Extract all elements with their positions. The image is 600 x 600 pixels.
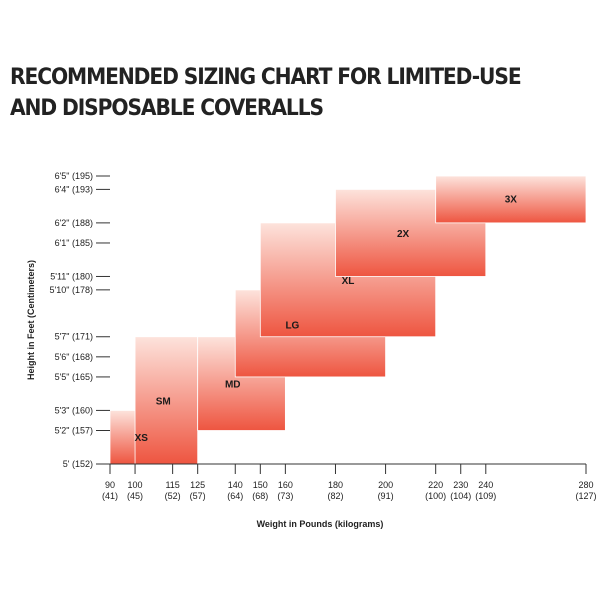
x-tick-sublabel: (91) [378, 491, 394, 501]
x-tick-label: 240 [478, 480, 493, 490]
y-tick-label: 6'1" (185) [55, 238, 93, 248]
title-line-2: AND DISPOSABLE COVERALLS [10, 96, 324, 121]
size-box-3x [435, 175, 587, 224]
size-label-xs: XS [135, 433, 149, 444]
y-axis-title: Height in Feet (Centimeters) [26, 260, 36, 380]
size-label-3x: 3X [505, 195, 518, 206]
y-tick-label: 5'2" (157) [55, 426, 93, 436]
x-tick-sublabel: (127) [575, 491, 596, 501]
x-tick-label: 280 [578, 480, 593, 490]
y-tick-label: 5'6" (168) [55, 352, 93, 362]
x-tick-label: 115 [165, 480, 179, 490]
x-tick-sublabel: (100) [425, 491, 446, 501]
size-label-xl: XL [342, 276, 355, 287]
x-tick-sublabel: (109) [475, 491, 496, 501]
x-tick-label: 200 [378, 480, 393, 490]
x-tick-sublabel: (73) [277, 491, 293, 501]
x-tick-label: 100 [128, 480, 143, 490]
x-axis-title: Weight in Pounds (kilograms) [257, 519, 384, 529]
y-tick-label: 6'5" (195) [55, 171, 93, 181]
chart-title: RECOMMENDED SIZING CHART FOR LIMITED-USE… [10, 62, 548, 124]
x-tick-sublabel: (64) [227, 491, 243, 501]
y-tick-label: 5'7" (171) [55, 332, 93, 342]
size-boxes: XS SM MD LG XL 2X 3X [109, 175, 587, 465]
x-tick-sublabel: (41) [102, 491, 118, 501]
size-label-2x: 2X [397, 229, 410, 240]
size-label-lg: LG [285, 321, 299, 332]
axes: 6'5" (195) 6'4" (193) 6'2" (188) 6'1" (185)… [50, 171, 597, 501]
y-tick-label: 5'10" (178) [50, 285, 93, 295]
x-tick-sublabel: (68) [252, 491, 268, 501]
size-label-sm: SM [156, 396, 171, 407]
x-tick-label: 180 [328, 480, 343, 490]
y-tick-label: 5'3" (160) [55, 405, 93, 415]
y-tick-label: 6'2" (188) [55, 218, 93, 228]
size-label-md: MD [225, 380, 241, 391]
x-tick-label: 160 [278, 480, 293, 490]
x-tick-sublabel: (104) [450, 491, 471, 501]
x-tick-sublabel: (82) [327, 491, 343, 501]
y-tick-label: 6'4" (193) [55, 184, 93, 194]
x-tick-label: 230 [453, 480, 468, 490]
y-tick-label: 5'5" (165) [55, 372, 93, 382]
x-tick-sublabel: (52) [165, 491, 181, 501]
title-line-1: RECOMMENDED SIZING CHART FOR LIMITED-USE [10, 65, 522, 90]
y-tick-label: 5' (152) [63, 459, 93, 469]
x-tick-label: 140 [228, 480, 243, 490]
x-tick-label: 125 [190, 480, 205, 490]
y-tick-label: 5'11" (180) [50, 271, 93, 281]
x-tick-label: 90 [105, 480, 115, 490]
x-tick-label: 220 [428, 480, 443, 490]
x-tick-sublabel: (45) [127, 491, 143, 501]
x-tick-label: 150 [253, 480, 268, 490]
x-tick-sublabel: (57) [190, 491, 206, 501]
